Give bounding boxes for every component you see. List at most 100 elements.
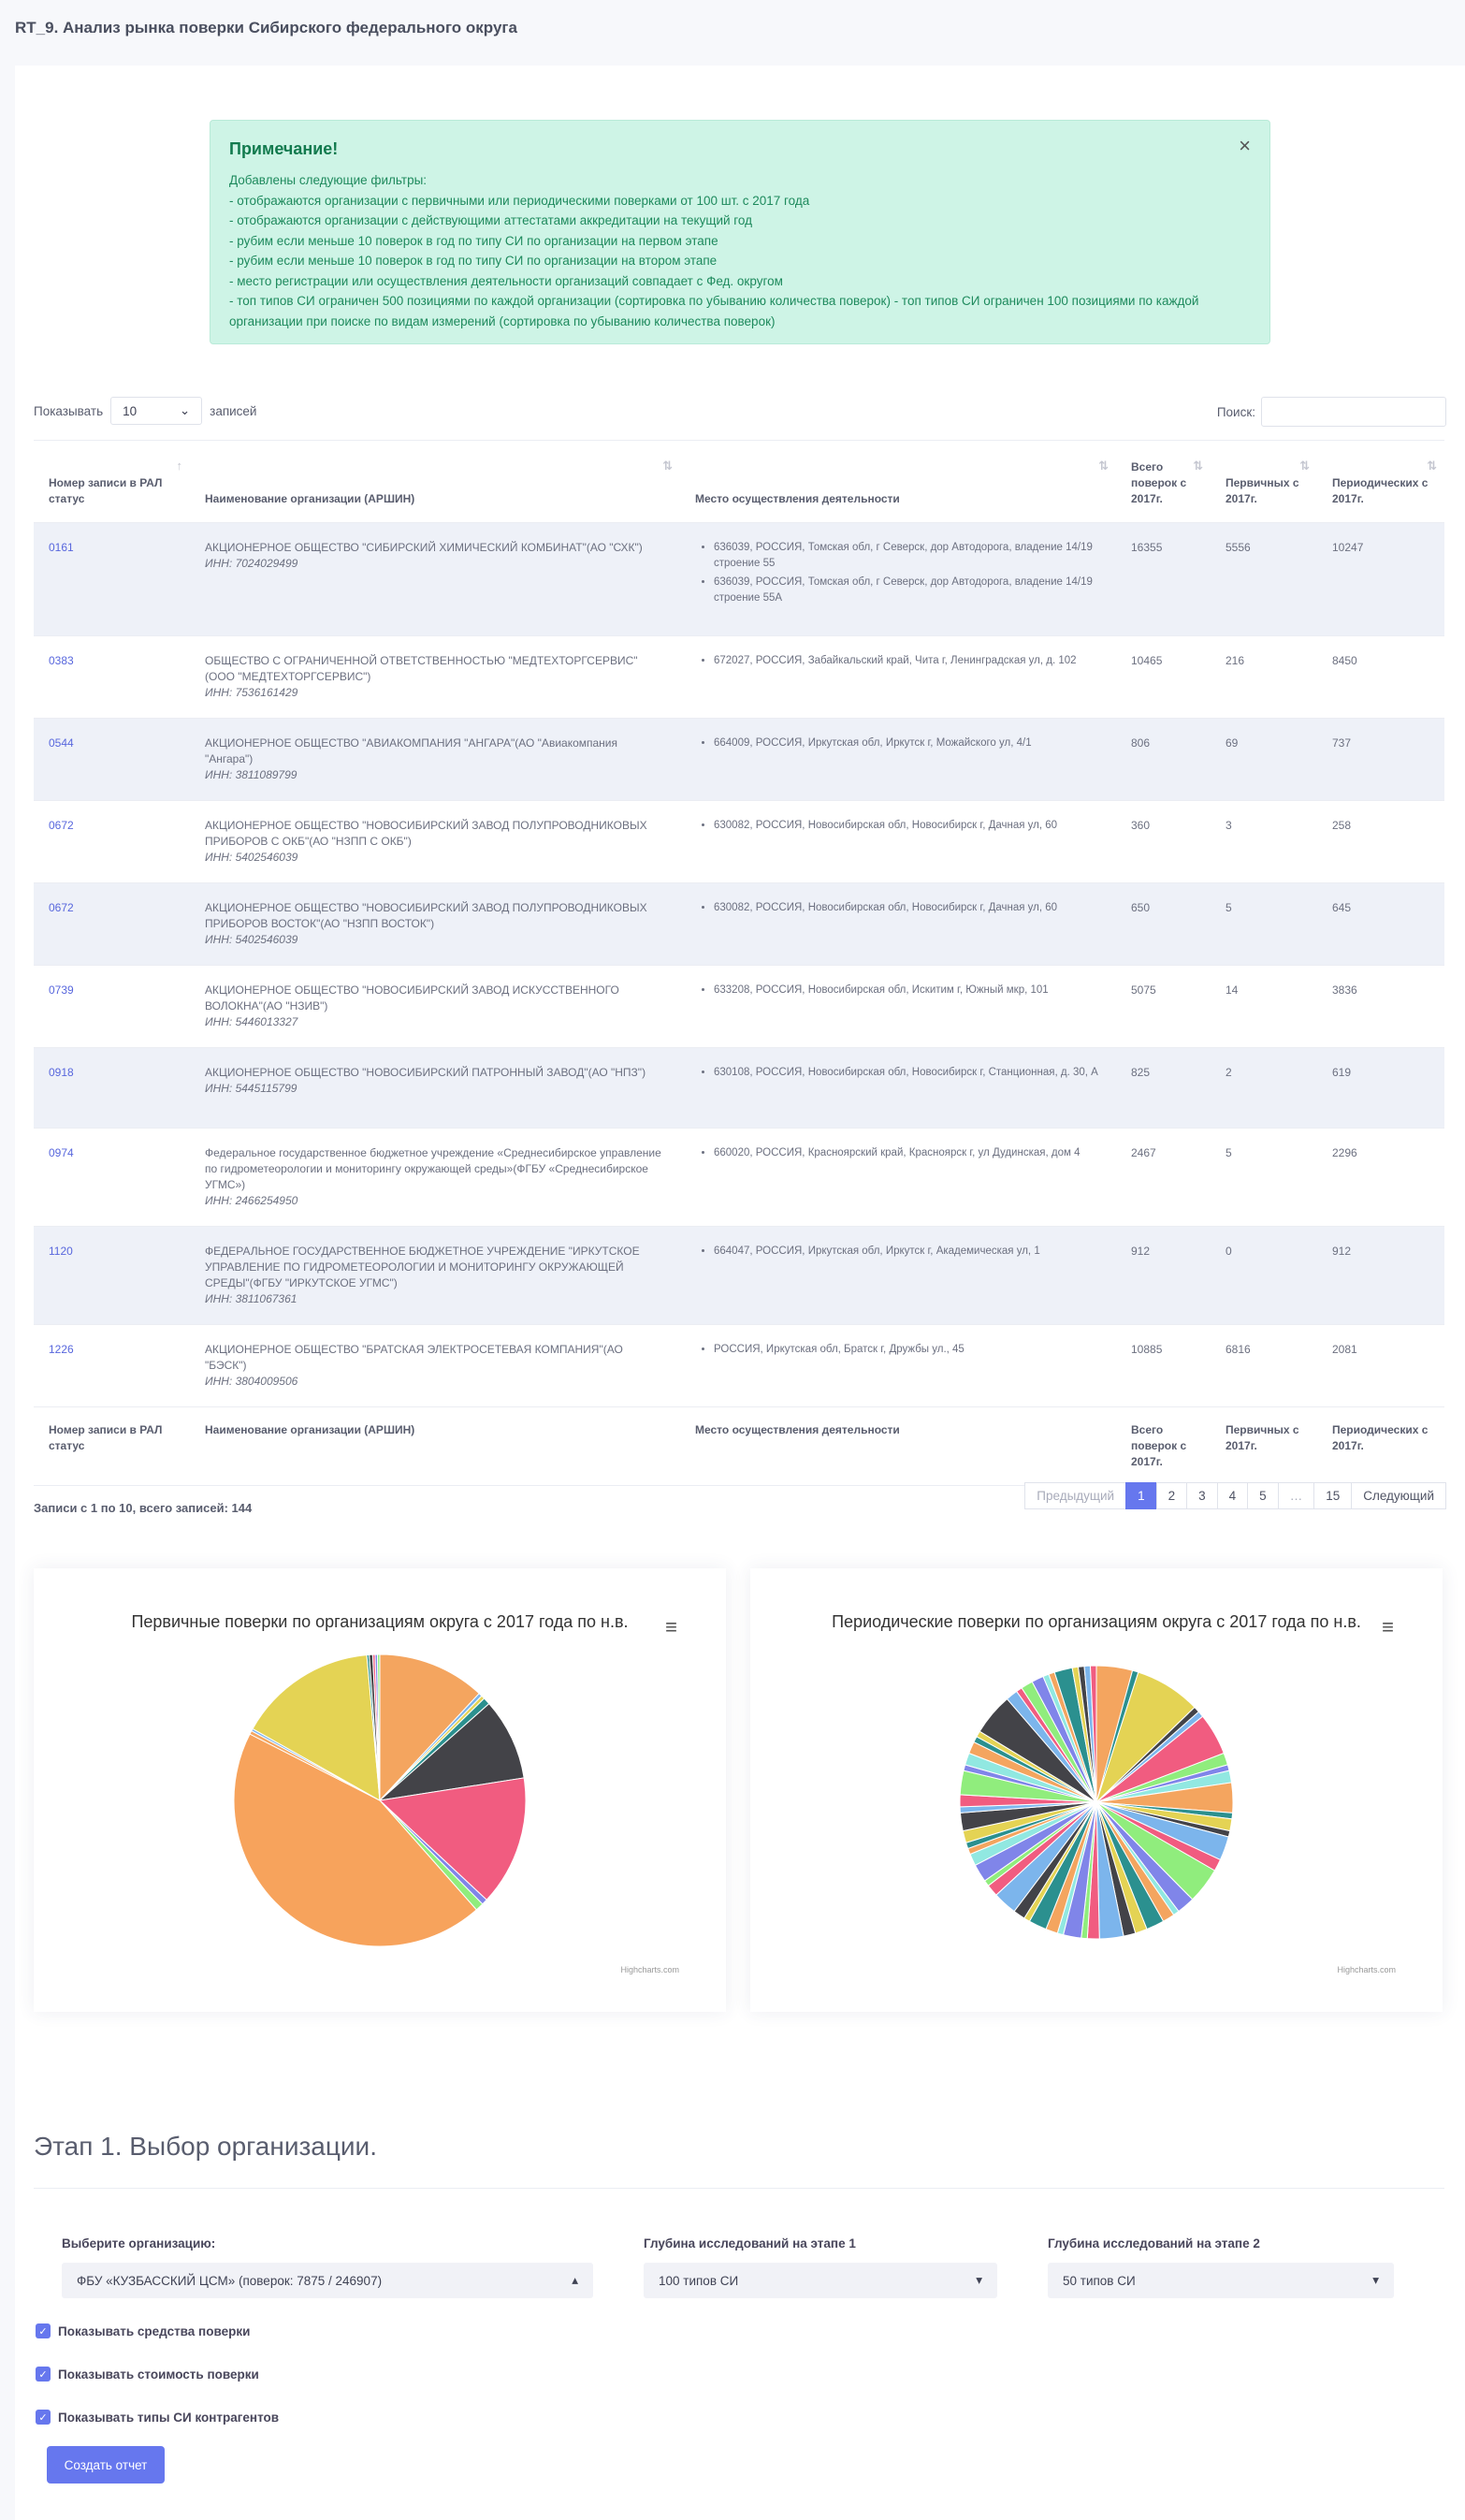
checkbox-show-tools[interactable]: ✓ Показывать средства поверки <box>36 2323 250 2338</box>
total-cell: 912 <box>1116 1226 1211 1325</box>
total-cell: 2467 <box>1116 1128 1211 1227</box>
sort-icon: ⇅ <box>1427 459 1437 473</box>
col-header-primary[interactable]: Первичных с 2017г. ⇅ <box>1226 459 1310 505</box>
record-link[interactable]: 0161 <box>49 541 74 554</box>
col-footer-num: Номер записи в РАЛ статус <box>49 1423 163 1452</box>
alert-line: - рубим если меньше 10 поверок в год по … <box>229 254 718 268</box>
place-item: 630108, РОССИЯ, Новосибирская обл, Новос… <box>714 1065 1101 1081</box>
record-link[interactable]: 0974 <box>49 1146 74 1159</box>
depth1-select[interactable]: 100 типов СИ ▾ <box>644 2263 997 2298</box>
org-inn: ИНН: 3804009506 <box>205 1375 298 1388</box>
periodic-cell: 912 <box>1317 1226 1444 1325</box>
stage-title: Этап 1. Выбор организации. <box>34 2132 377 2161</box>
pie-slice[interactable] <box>233 1733 478 1947</box>
chevron-down-icon: ⌄ <box>179 403 191 417</box>
periodic-cell: 737 <box>1317 718 1444 801</box>
check-icon[interactable]: ✓ <box>36 2367 51 2382</box>
record-link[interactable]: 0739 <box>49 983 74 997</box>
col-header-place[interactable]: Место осуществления деятельности ⇅ <box>695 459 1109 505</box>
sort-icon: ⇅ <box>1098 459 1109 473</box>
col-header-total[interactable]: Всего поверок с 2017г. ⇅ <box>1131 459 1203 505</box>
org-select-value: ФБУ «КУЗБАССКИЙ ЦСМ» (поверок: 7875 / 24… <box>77 2273 383 2288</box>
record-link[interactable]: 0918 <box>49 1066 74 1079</box>
record-link[interactable]: 0544 <box>49 736 74 750</box>
col-footer-total: Всего поверок с 2017г. <box>1131 1423 1187 1468</box>
place-item: 630082, РОССИЯ, Новосибирская обл, Новос… <box>714 900 1101 916</box>
pie-slice[interactable] <box>378 1777 527 1901</box>
hamburger-menu-icon[interactable]: ≡ <box>665 1615 677 1639</box>
page-button[interactable]: 1 <box>1125 1482 1157 1509</box>
org-inn: ИНН: 3811089799 <box>205 768 297 781</box>
primary-cell: 5 <box>1211 1128 1317 1227</box>
page-length-select[interactable]: 10 ⌄ <box>110 397 203 425</box>
create-report-button[interactable]: Создать отчет <box>47 2446 165 2484</box>
depth2-select[interactable]: 50 типов СИ ▾ <box>1048 2263 1394 2298</box>
primary-cell: 216 <box>1211 635 1317 719</box>
next-button[interactable]: Следующий <box>1351 1482 1446 1509</box>
checkbox-show-cost[interactable]: ✓ Показывать стоимость поверки <box>36 2367 259 2382</box>
total-cell: 5075 <box>1116 965 1211 1048</box>
page-title: RT_9. Анализ рынка поверки Сибирского фе… <box>15 19 517 36</box>
pie-slice[interactable] <box>378 1702 525 1801</box>
record-link[interactable]: 1120 <box>49 1245 73 1258</box>
caret-down-icon: ▾ <box>1372 2273 1379 2287</box>
hamburger-menu-icon[interactable]: ≡ <box>1382 1615 1394 1639</box>
org-select-label: Выберите организацию: <box>62 2236 216 2251</box>
page-button[interactable]: 5 <box>1247 1482 1279 1509</box>
col-footer-primary: Первичных с 2017г. <box>1226 1423 1299 1452</box>
col-header-name[interactable]: Наименование организации (АРШИН) ⇅ <box>205 459 673 505</box>
alert-line: - отображаются организации с действующим… <box>229 213 753 227</box>
record-link[interactable]: 0672 <box>49 901 74 914</box>
depth2-label: Глубина исследований на этапе 2 <box>1048 2236 1260 2251</box>
total-cell: 10885 <box>1116 1324 1211 1407</box>
page-button[interactable]: 4 <box>1216 1482 1249 1509</box>
periodic-cell: 645 <box>1317 882 1444 966</box>
col-header-num[interactable]: Номер записи в РАЛ статус ↑ <box>49 459 182 505</box>
org-select[interactable]: ФБУ «КУЗБАССКИЙ ЦСМ» (поверок: 7875 / 24… <box>62 2263 593 2298</box>
record-link[interactable]: 1226 <box>49 1343 74 1356</box>
primary-cell: 69 <box>1211 718 1317 801</box>
pie-slice[interactable] <box>252 1654 381 1801</box>
pie-slice[interactable] <box>376 1653 381 1801</box>
place-item: 660020, РОССИЯ, Красноярский край, Красн… <box>714 1145 1101 1161</box>
pie-slice[interactable] <box>1089 1665 1097 1803</box>
alert-line: - отображаются организации с первичными … <box>229 193 810 208</box>
table-row: 0739 АКЦИОНЕРНОЕ ОБЩЕСТВО "НОВОСИБИРСКИЙ… <box>34 965 1444 1048</box>
primary-chart: Первичные поверки по организациям округа… <box>34 1568 726 2012</box>
page-button[interactable]: 3 <box>1186 1482 1218 1509</box>
chart-credits[interactable]: Highcharts.com <box>1337 1965 1396 1974</box>
record-link[interactable]: 0672 <box>49 819 74 832</box>
page-length-value: 10 <box>123 403 138 418</box>
record-link[interactable]: 0383 <box>49 654 74 667</box>
periodic-cell: 258 <box>1317 800 1444 883</box>
place-item: 633208, РОССИЯ, Новосибирская обл, Искит… <box>714 983 1101 998</box>
col-header-periodic[interactable]: Периодических с 2017г. ⇅ <box>1332 459 1437 505</box>
organizations-table: Номер записи в РАЛ статус ↑ Наименование … <box>34 440 1444 1486</box>
org-name: ФЕДЕРАЛЬНОЕ ГОСУДАРСТВЕННОЕ БЮДЖЕТНОЕ УЧ… <box>205 1245 640 1289</box>
table-row: 0544 АКЦИОНЕРНОЕ ОБЩЕСТВО "АВИАКОМПАНИЯ … <box>34 718 1444 801</box>
periodic-cell: 10247 <box>1317 522 1444 636</box>
primary-cell: 6816 <box>1211 1324 1317 1407</box>
checkbox-show-types[interactable]: ✓ Показывать типы СИ контрагентов <box>36 2410 279 2425</box>
check-icon[interactable]: ✓ <box>36 2410 51 2425</box>
depth1-value: 100 типов СИ <box>659 2273 739 2288</box>
check-icon[interactable]: ✓ <box>36 2323 51 2338</box>
primary-cell: 5 <box>1211 882 1317 966</box>
search-input[interactable] <box>1261 397 1446 427</box>
page-button[interactable]: 2 <box>1155 1482 1188 1509</box>
org-inn: ИНН: 5446013327 <box>205 1015 298 1028</box>
note-alert: × Примечание! Добавлены следующие фильтр… <box>210 120 1270 344</box>
page-button[interactable]: 15 <box>1313 1482 1353 1509</box>
prev-button[interactable]: Предыдущий <box>1024 1482 1127 1509</box>
table-info: Записи с 1 по 10, всего записей: 144 <box>34 1501 253 1515</box>
place-item: 672027, РОССИЯ, Забайкальский край, Чита… <box>714 653 1101 669</box>
pie-slice[interactable] <box>379 1653 480 1802</box>
records-label: записей <box>210 403 257 418</box>
primary-cell: 3 <box>1211 800 1317 883</box>
close-icon[interactable]: × <box>1239 134 1251 157</box>
chart-credits[interactable]: Highcharts.com <box>620 1965 679 1974</box>
table-row: 0383 ОБЩЕСТВО С ОГРАНИЧЕННОЙ ОТВЕТСТВЕНН… <box>34 635 1444 719</box>
depth1-label: Глубина исследований на этапе 1 <box>644 2236 856 2251</box>
alert-line: Добавлены следующие фильтры: <box>229 173 428 187</box>
table-row: 0974 Федеральное государственное бюджетн… <box>34 1128 1444 1227</box>
